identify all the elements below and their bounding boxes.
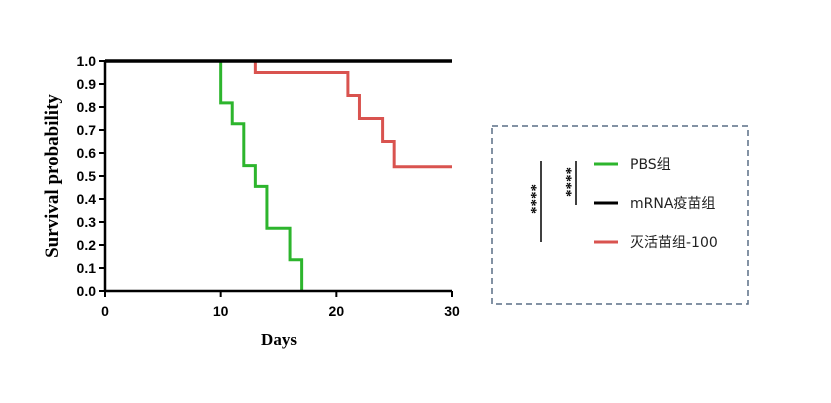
legend-label: 灭活苗组-100 [630, 235, 718, 251]
legend-box [491, 125, 749, 305]
y-tick-label: 0.6 [77, 145, 97, 161]
y-tick-label: 0.3 [77, 214, 97, 230]
x-tick-label: 0 [101, 303, 109, 319]
y-tick-label: 0.2 [77, 237, 97, 253]
y-tick-label: 0.5 [77, 168, 97, 184]
y-tick-label: 0.8 [77, 99, 97, 115]
legend-label: PBS组 [630, 157, 671, 173]
x-tick-label: 10 [213, 303, 229, 319]
x-tick-label: 20 [329, 303, 345, 319]
y-tick-label: 0.4 [77, 191, 97, 207]
y-tick-label: 0.9 [77, 76, 97, 92]
y-axis-label: Survival probability [42, 94, 63, 258]
significance-label: **** [558, 167, 574, 197]
y-tick-label: 0.7 [77, 122, 97, 138]
y-tick-label: 1.0 [77, 53, 97, 69]
x-axis-label: Days [261, 330, 297, 349]
series-line-2 [253, 61, 452, 169]
significance-label: **** [523, 184, 539, 214]
series-line-0 [105, 59, 304, 291]
legend-label: mRNA疫苗组 [630, 196, 715, 212]
y-tick-label: 0.0 [77, 283, 97, 299]
y-tick-label: 0.1 [77, 260, 97, 276]
x-tick-label: 30 [444, 303, 460, 319]
